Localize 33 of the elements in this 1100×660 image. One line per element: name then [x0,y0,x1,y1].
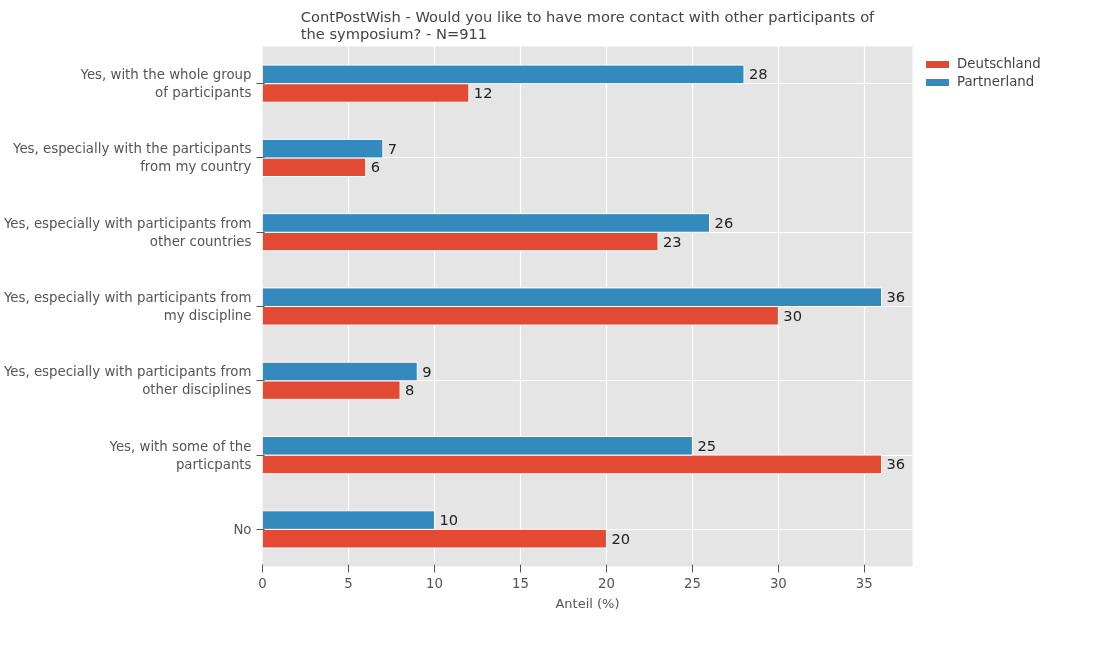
data-label: 36 [886,455,906,473]
y-tick-label: Yes, with the whole group of participants [79,67,252,101]
x-tick-label: 0 [258,575,267,591]
x-tick-label: 35 [855,575,873,591]
x-tick-label: 10 [425,575,443,591]
y-tick-label: Yes, especially with participants from other disciplines [2,364,252,398]
data-label: 28 [748,65,768,83]
data-label: 6 [370,158,380,176]
legend-label: Deutschland [957,56,1041,71]
x-tick-label: 5 [344,575,353,591]
y-tick-label: Yes, especially with participants from other countries [2,215,252,249]
x-tick-label: 30 [769,575,787,591]
data-label: 36 [886,288,906,306]
legend-label: Partnerland [957,74,1035,89]
data-label: 9 [422,362,432,380]
x-axis-title: Anteil (%) [555,595,620,611]
y-tick-label: Yes, especially with the participants from my country [12,141,252,175]
chart-title: ContPostWish - Would you like to have more contact with other participants of the symposium? - N=911 [300,7,876,42]
data-label: 25 [697,436,717,454]
data-label: 12 [473,83,493,101]
y-tick-label: Yes, especially with participants from my discipline [2,290,252,323]
data-label: 7 [387,139,398,157]
x-tick-label: 15 [511,575,529,591]
data-label: 20 [611,529,631,547]
y-tick-label: No [233,521,252,537]
data-label: 30 [783,306,803,324]
data-label: 23 [663,232,682,250]
x-tick-label: 20 [597,575,615,591]
data-label: 8 [405,381,415,399]
data-label: 26 [714,213,734,231]
y-tick-label: Yes, with some of the particpants [108,438,252,472]
x-tick-label: 25 [683,575,701,591]
data-label: 10 [439,511,459,529]
